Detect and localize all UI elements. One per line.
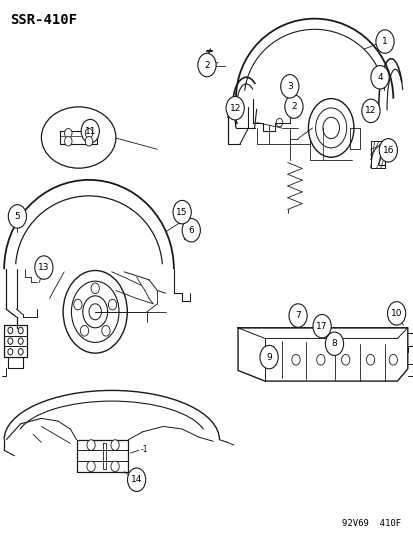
Circle shape (111, 461, 119, 472)
Circle shape (375, 30, 393, 53)
Text: 14: 14 (131, 475, 142, 484)
Text: 1: 1 (381, 37, 387, 46)
Circle shape (182, 219, 200, 242)
Circle shape (8, 205, 26, 228)
Circle shape (361, 99, 379, 123)
Text: 12: 12 (229, 104, 240, 112)
Circle shape (80, 326, 88, 336)
Circle shape (64, 128, 72, 138)
Circle shape (312, 314, 330, 338)
Circle shape (325, 332, 343, 356)
Text: 15: 15 (176, 208, 188, 216)
Circle shape (288, 304, 306, 327)
Circle shape (102, 326, 110, 336)
Circle shape (127, 468, 145, 491)
Circle shape (173, 200, 191, 224)
Circle shape (111, 440, 119, 450)
Circle shape (87, 440, 95, 450)
Circle shape (378, 139, 396, 162)
Circle shape (87, 461, 95, 472)
Circle shape (370, 66, 388, 89)
Text: SSR-410F: SSR-410F (10, 13, 77, 27)
Circle shape (259, 345, 278, 369)
Text: 17: 17 (316, 322, 327, 330)
Circle shape (35, 256, 53, 279)
Text: 4: 4 (376, 73, 382, 82)
Text: 2: 2 (204, 61, 209, 69)
Text: 92V69  410F: 92V69 410F (342, 519, 401, 528)
Text: 11: 11 (84, 127, 96, 135)
Text: 10: 10 (390, 309, 401, 318)
Text: 7: 7 (294, 311, 300, 320)
Text: 6: 6 (188, 226, 194, 235)
Ellipse shape (41, 107, 116, 168)
Circle shape (64, 136, 72, 146)
Text: 2: 2 (290, 102, 296, 111)
Circle shape (341, 354, 349, 365)
Circle shape (85, 128, 93, 138)
Text: 9: 9 (266, 353, 271, 361)
Text: 8: 8 (331, 340, 337, 348)
Circle shape (388, 354, 396, 365)
Circle shape (387, 302, 405, 325)
Text: 3: 3 (286, 82, 292, 91)
Circle shape (268, 354, 277, 365)
Circle shape (81, 119, 99, 143)
Circle shape (366, 354, 374, 365)
Circle shape (284, 95, 302, 118)
Circle shape (280, 75, 298, 98)
Text: 13: 13 (38, 263, 50, 272)
Text: 16: 16 (382, 146, 393, 155)
Circle shape (225, 96, 244, 120)
Circle shape (91, 283, 99, 294)
Text: 12: 12 (364, 107, 376, 115)
Circle shape (291, 354, 299, 365)
Circle shape (197, 53, 216, 77)
Text: -1: -1 (140, 446, 148, 454)
Text: 5: 5 (14, 212, 20, 221)
Circle shape (74, 299, 82, 310)
Circle shape (85, 136, 93, 146)
Circle shape (316, 354, 324, 365)
Circle shape (108, 299, 116, 310)
